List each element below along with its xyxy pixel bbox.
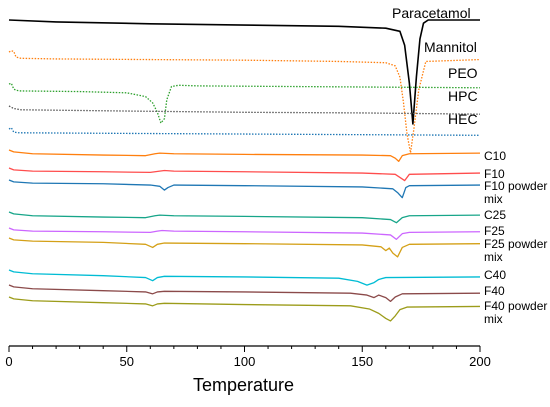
curve-mannitol: [8, 50, 481, 154]
label-c25: C25: [484, 208, 506, 222]
label-c10: C10: [484, 149, 506, 163]
label-f10-powder-mix: F10 powder: [484, 179, 547, 193]
x-tick-label: 150: [351, 354, 373, 369]
curve-hpc: [8, 105, 481, 115]
curve-f40-powder-mix: [8, 296, 481, 322]
x-axis-title: Temperature: [193, 375, 294, 395]
curve-c40: [8, 269, 481, 286]
label-f25-powder-mix-line2: mix: [484, 250, 503, 264]
curve-f10: [8, 167, 481, 182]
label-paracetamol: Paracetamol: [392, 5, 471, 21]
curve-c10: [8, 149, 481, 162]
label-f40-powder-mix: F40 powder: [484, 299, 547, 313]
x-tick-label: 50: [120, 354, 134, 369]
label-c40: C40: [484, 268, 506, 282]
label-mannitol: Mannitol: [424, 39, 477, 55]
label-f10: F10: [484, 167, 505, 181]
label-f40: F40: [484, 284, 505, 298]
label-hpc: HPC: [448, 88, 478, 104]
curve-f10-powder-mix: [8, 179, 481, 199]
curve-f40: [8, 284, 481, 303]
curve-f25: [8, 227, 481, 240]
x-tick-label: 200: [469, 354, 491, 369]
curve-paracetamol: [8, 19, 480, 125]
x-tick-label: 0: [5, 354, 12, 369]
label-hec: HEC: [448, 111, 478, 127]
label-f10-powder-mix-line2: mix: [484, 192, 503, 206]
x-tick-label: 100: [234, 354, 256, 369]
curves-group: [8, 19, 481, 322]
curve-hec: [8, 127, 481, 136]
label-f40-powder-mix-line2: mix: [484, 312, 503, 326]
label-peo: PEO: [448, 65, 478, 81]
label-f25: F25: [484, 224, 505, 238]
axes-group: 0 50 100 150 200 Temperature: [5, 345, 491, 395]
label-f25-powder-mix: F25 powder: [484, 237, 547, 251]
curve-c25: [8, 211, 481, 224]
curve-f25-powder-mix: [8, 237, 481, 258]
